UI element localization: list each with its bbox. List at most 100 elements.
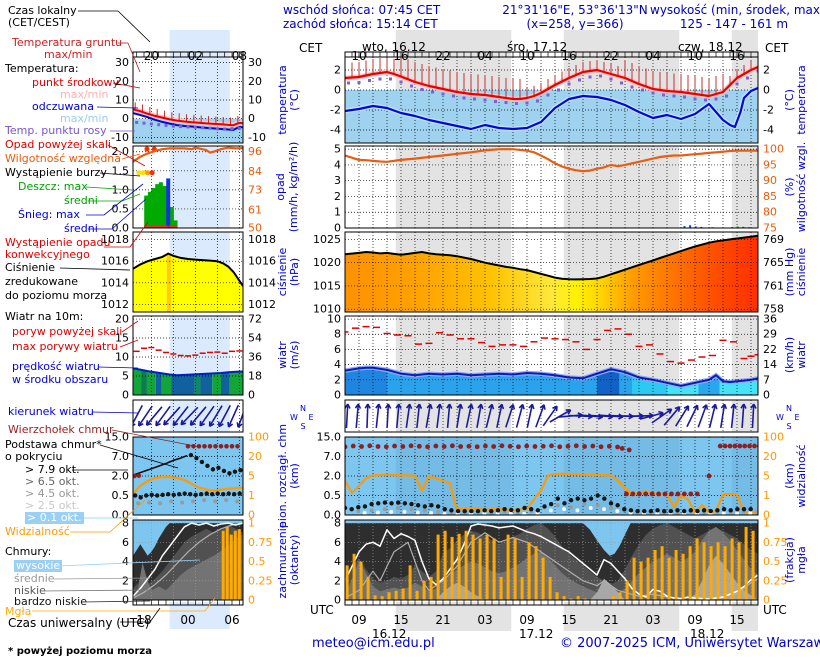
svg-text:22: 22 [763, 343, 777, 356]
svg-text:2: 2 [763, 64, 770, 77]
axis-title: wiatr [795, 341, 808, 369]
svg-text:4: 4 [334, 358, 341, 371]
legend-label-chmury: Chmury: [5, 545, 52, 558]
legend-label-wyst-pienie-burzy: Wystąpienie burzy [5, 166, 107, 179]
leader-line [59, 267, 131, 271]
axis-title: (°C) [288, 89, 301, 111]
svg-text:W: W [290, 413, 298, 422]
legend-label-nieg-max: Śnieg: max [18, 208, 80, 221]
panel-main-cloud-cover: 8 6 4 2 0 1 0.75 0.5 0.25 0 [334, 517, 788, 607]
leader-line [119, 339, 139, 348]
svg-text:761: 761 [763, 279, 784, 292]
svg-text:30: 30 [115, 56, 129, 69]
svg-text:18.12: 18.12 [690, 627, 724, 641]
svg-text:2: 2 [334, 373, 341, 386]
leader-line [99, 444, 179, 469]
svg-text:10: 10 [351, 49, 366, 63]
svg-text:769: 769 [763, 233, 784, 246]
leader-line [103, 183, 144, 216]
svg-text:8: 8 [334, 517, 341, 530]
legend-label-cet: CET [765, 41, 789, 55]
svg-text:100: 100 [763, 431, 784, 444]
sunset-text: zachód słońca: 15:14 CET [283, 17, 438, 31]
svg-text:0: 0 [334, 389, 341, 402]
legend-label-6-5-okt: > 6.5 okt. [25, 475, 80, 488]
svg-text:54: 54 [248, 332, 262, 345]
panel-main-cloud-base: 15.0 7.0 2.0 0.5 0.0 100 20 5 1 0 [317, 431, 785, 522]
svg-text:0.0: 0.0 [112, 222, 130, 235]
svg-text:-2: -2 [763, 104, 774, 117]
svg-text:21: 21 [435, 613, 450, 627]
svg-text:7.0: 7.0 [112, 450, 130, 463]
svg-text:20: 20 [248, 75, 262, 88]
svg-text:10: 10 [519, 49, 534, 63]
legend-label-czas-uniwersalny-utc: Czas uniwersalny (UTC) [8, 616, 150, 630]
svg-text:5: 5 [763, 470, 770, 483]
altitude-caption: wysokość (min, środek, max) [650, 3, 820, 17]
svg-text:0: 0 [122, 112, 129, 125]
svg-text:22: 22 [603, 49, 618, 63]
svg-text:765: 765 [763, 256, 784, 269]
altitude-values: 125 - 147 - 161 m [679, 17, 789, 31]
svg-text:2.0: 2.0 [112, 470, 130, 483]
leader-line [91, 411, 139, 414]
axis-title: ciśnienie [276, 248, 289, 297]
svg-text:4: 4 [334, 555, 341, 568]
legend-label-mg-a: Mgła [5, 605, 32, 618]
svg-text:10: 10 [115, 94, 129, 107]
legend-label-max-min: max/min [44, 48, 93, 61]
contact-email-link[interactable]: meteo@icm.edu.pl [312, 636, 435, 651]
svg-text:22: 22 [435, 49, 450, 63]
svg-text:100: 100 [248, 431, 269, 444]
svg-text:1018: 1018 [248, 233, 276, 246]
leader-line [117, 10, 151, 43]
svg-text:8: 8 [334, 328, 341, 341]
axis-title: (hPa) [288, 258, 301, 286]
legend-label-rednie: średnie [14, 572, 55, 585]
legend-label-opad-powy-ej-skali: Opad powyżej skali [5, 138, 111, 151]
grid-xy-text: (x=258, y=366) [526, 17, 624, 31]
legend-label-2-5-okt: > 2.5 okt. [25, 499, 80, 512]
axis-title: pion. rozciągł. chm [276, 424, 289, 528]
legend-label-widzialno: Widzialność [5, 525, 70, 538]
svg-text:E: E [308, 413, 313, 422]
svg-text:73: 73 [248, 183, 262, 196]
svg-text:5: 5 [122, 370, 129, 383]
legend-label-cet-cest: (CET/CEST) [8, 16, 70, 29]
svg-text:15.0: 15.0 [317, 431, 342, 444]
svg-text:0: 0 [248, 509, 255, 522]
svg-text:09: 09 [687, 613, 702, 627]
svg-text:-2: -2 [330, 104, 341, 117]
svg-text:6: 6 [334, 343, 341, 356]
panel-main-temperature: 2 0 -2 -4 2 0 -2 -4 [330, 56, 774, 144]
leader-line [81, 600, 151, 603]
svg-text:30: 30 [248, 56, 262, 69]
legend-label-deszcz-max: Deszcz: max [18, 180, 88, 193]
svg-text:W: W [776, 413, 784, 422]
svg-text:100: 100 [763, 143, 784, 156]
svg-text:15: 15 [393, 613, 408, 627]
legend-label-temp-punktu-rosy: Temp. punktu rosy [5, 124, 107, 137]
svg-text:1012: 1012 [248, 298, 276, 311]
legend-label-konwekcyjnego: konwekcyjnego [5, 248, 90, 261]
leader-line [121, 320, 139, 333]
legend-label-utc: UTC [763, 603, 787, 617]
axis-title: ciśnienie [795, 248, 808, 297]
svg-text:0.75: 0.75 [763, 536, 788, 549]
svg-text:-4: -4 [763, 124, 774, 137]
axis-title: temperatura [276, 65, 289, 134]
svg-text:5: 5 [248, 470, 255, 483]
sunrise-text: wschód słońca: 07:45 CET [283, 3, 441, 17]
svg-text:8: 8 [122, 517, 129, 530]
svg-text:36: 36 [763, 313, 777, 326]
axis-title: (mm/h, kg/m²/h) [287, 142, 300, 233]
leader-line [149, 607, 161, 623]
svg-text:0: 0 [763, 594, 770, 607]
svg-text:0: 0 [248, 594, 255, 607]
legend-label-poryw-powy-ej-skali: poryw powyżej skali [12, 325, 123, 338]
panel-mini-temperature: 30 20 10 0 -10 30 20 10 0 -10 [111, 56, 266, 144]
svg-text:czw, 18.12: czw, 18.12 [678, 40, 743, 54]
